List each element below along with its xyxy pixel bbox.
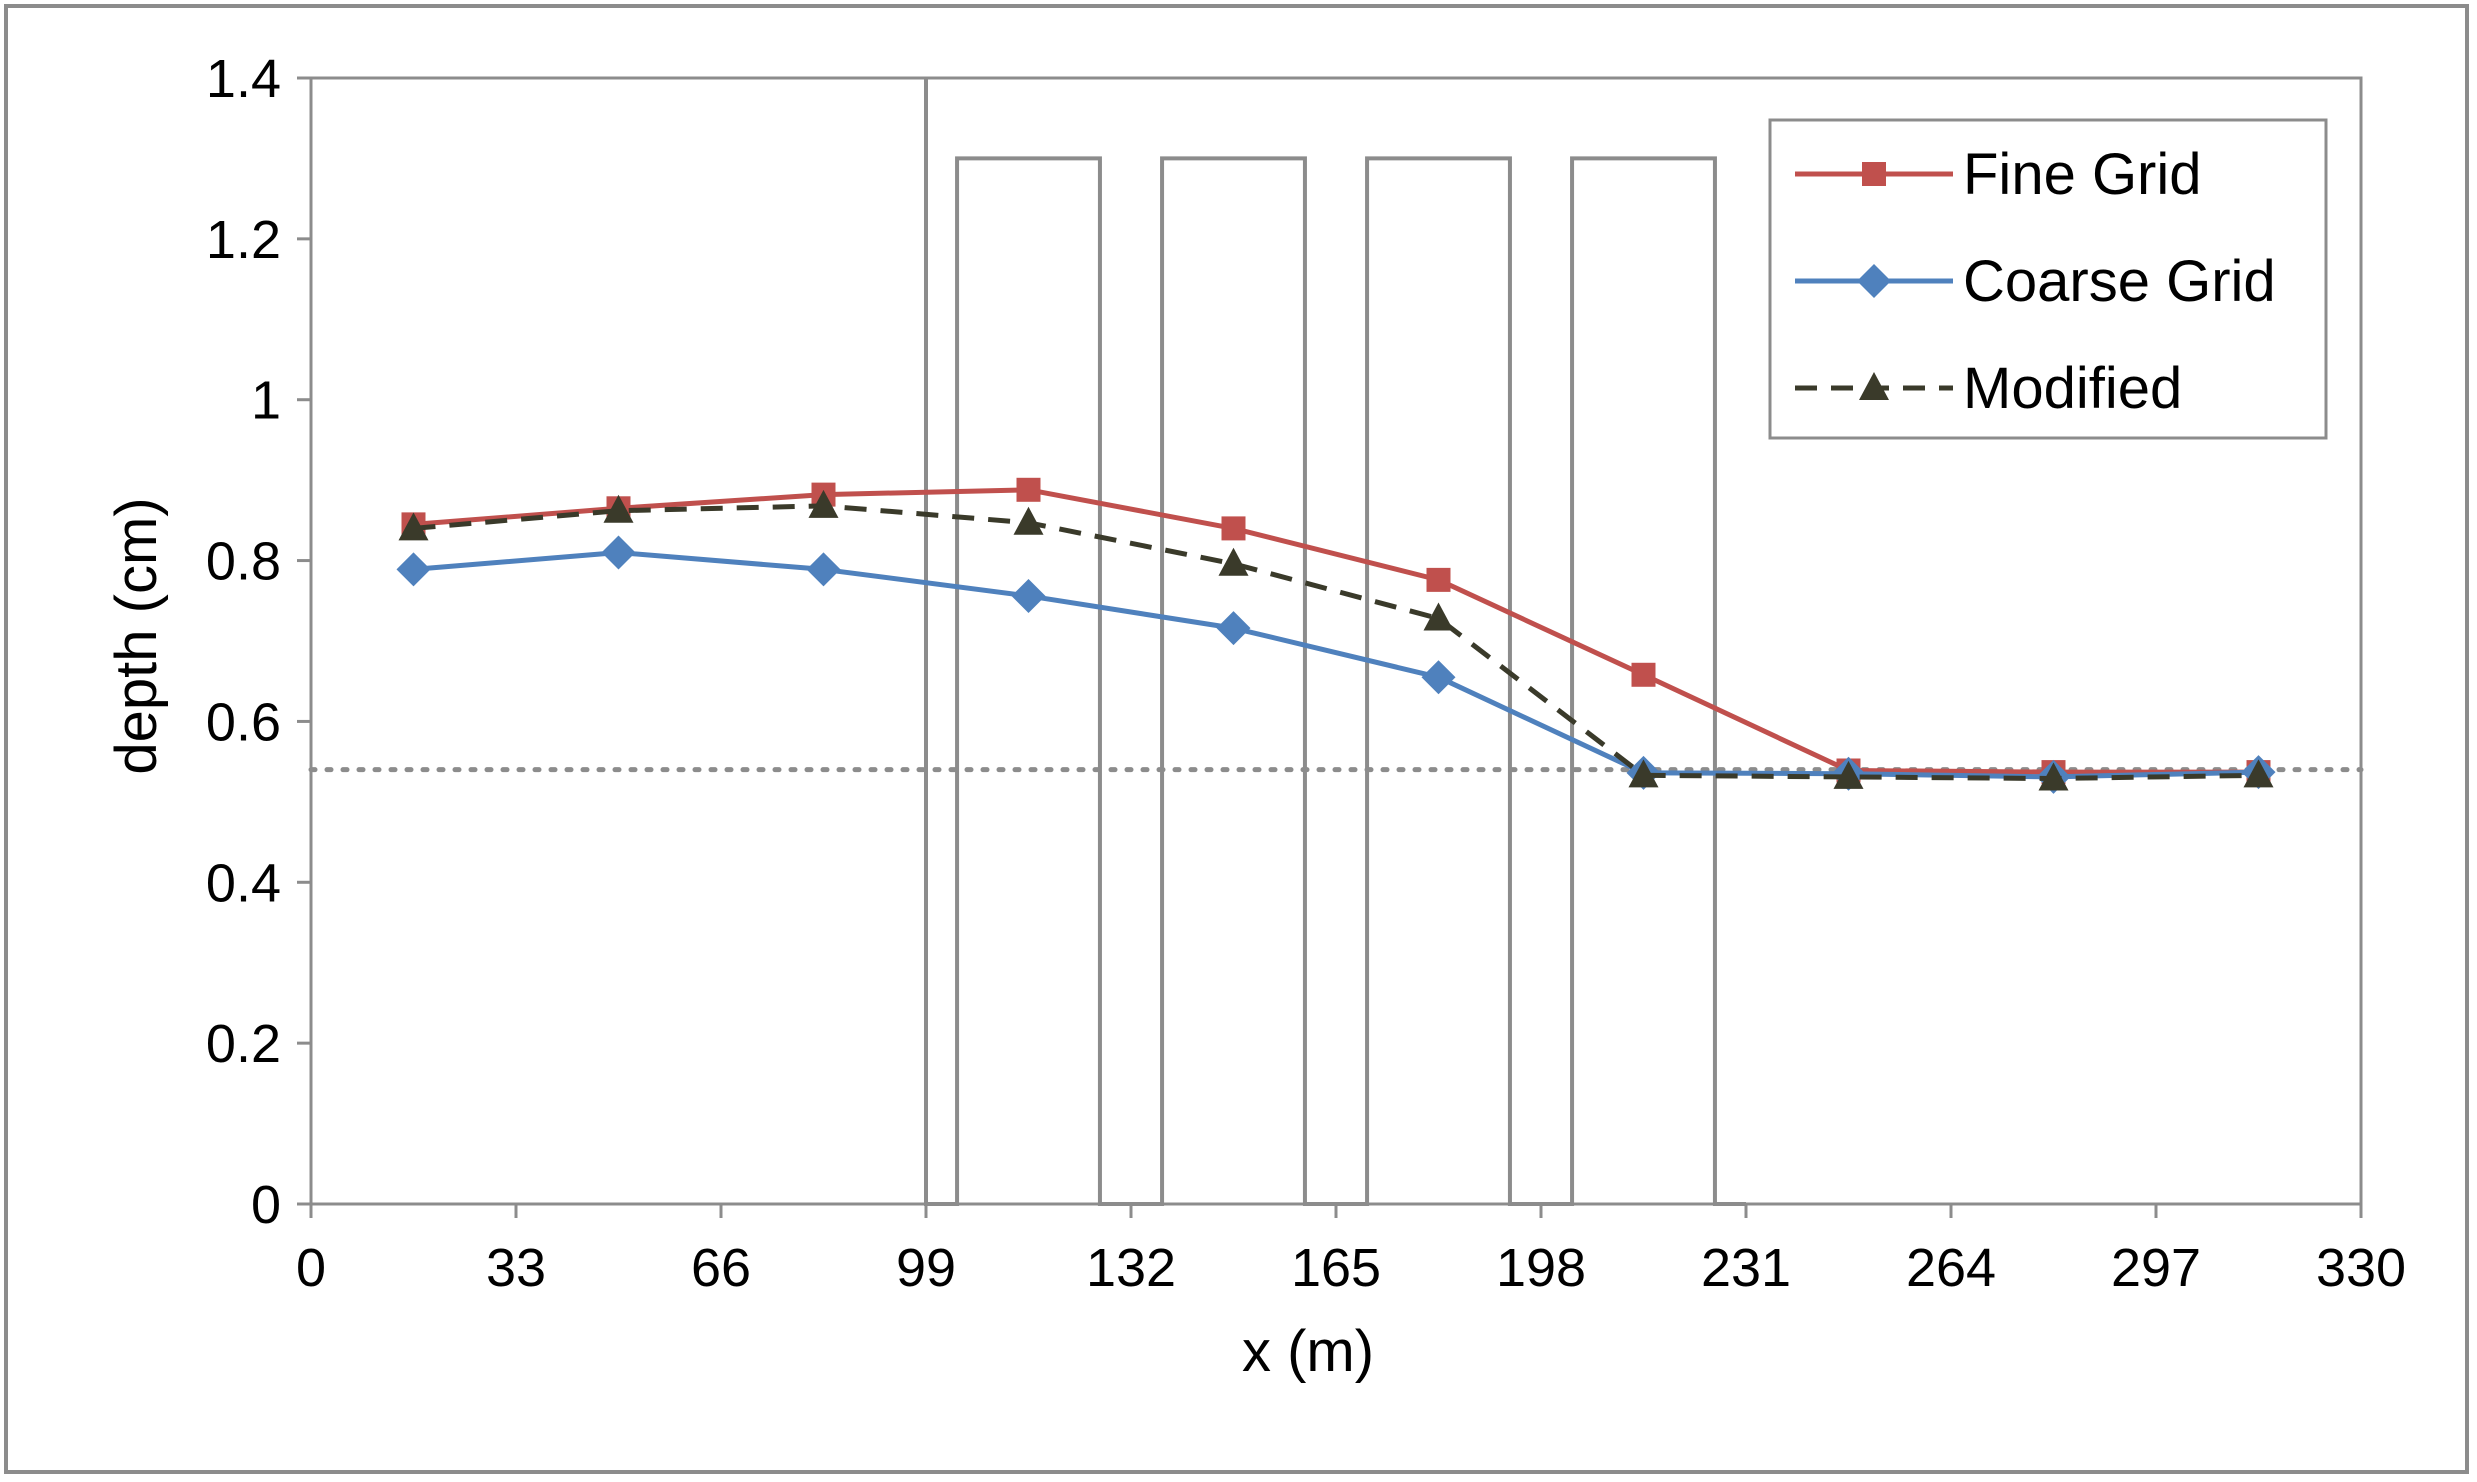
legend-entry-coarse-grid: Coarse Grid	[1795, 249, 2276, 314]
point-coarse-grid	[601, 535, 636, 570]
point-coarse-grid	[1216, 611, 1251, 646]
point-coarse-grid	[1421, 660, 1456, 695]
y-tick-label: 1.2	[206, 210, 281, 270]
x-tick-label: 231	[1701, 1238, 1791, 1298]
x-tick-label: 99	[896, 1238, 956, 1298]
point-modified	[1013, 506, 1044, 535]
y-tick-label: 0	[251, 1175, 281, 1235]
series-coarse-grid	[396, 535, 2276, 794]
x-tick-label: 66	[691, 1238, 751, 1298]
x-axis-title: x (m)	[1242, 1319, 1374, 1384]
x-tick-label: 132	[1086, 1238, 1176, 1298]
y-tick-label: 1	[251, 371, 281, 431]
point-fine-grid	[1426, 567, 1451, 592]
y-tick-label: 1.4	[206, 49, 281, 109]
series-modified	[398, 489, 2274, 791]
legend: Fine Grid Coarse Grid Modified	[1768, 118, 2328, 440]
point-modified	[398, 512, 429, 541]
x-tick-label: 33	[486, 1238, 546, 1298]
legend-marker-modified	[1859, 372, 1889, 400]
legend-label-fine-grid: Fine Grid	[1963, 142, 2202, 207]
x-tick-label: 297	[2111, 1238, 2201, 1298]
legend-label-coarse-grid: Coarse Grid	[1963, 249, 2276, 314]
x-tick-label: 264	[1906, 1238, 1996, 1298]
legend-entry-fine-grid: Fine Grid	[1795, 142, 2202, 207]
point-coarse-grid	[1011, 578, 1046, 613]
legend-marker-coarse-grid	[1857, 264, 1891, 298]
point-coarse-grid	[396, 552, 431, 587]
point-modified	[2038, 762, 2069, 791]
y-axis-title: depth (cm)	[104, 497, 169, 774]
axis-layer: 0 0.2 0.4 0.6 0.8 1 1.2 1.4 0 33 66 99 132 165 198 231 2…	[206, 49, 2406, 1298]
chart-frame: 0 0.2 0.4 0.6 0.8 1 1.2 1.4 0 33 66 99 132 165 198 231 2…	[4, 4, 2469, 1474]
point-modified	[808, 489, 839, 518]
y-tick-label: 0.6	[206, 692, 281, 752]
series-line-modified	[413, 503, 2259, 782]
x-tick-label: 0	[296, 1238, 326, 1298]
y-tick-label: 0.4	[206, 853, 281, 913]
series-line-fine-grid	[413, 487, 2259, 775]
x-tick-label: 330	[2316, 1238, 2406, 1298]
x-tick-label: 165	[1291, 1238, 1381, 1298]
line-chart: 0 0.2 0.4 0.6 0.8 1 1.2 1.4 0 33 66 99 132 165 198 231 2…	[104, 49, 2406, 1384]
y-tick-label: 0.8	[206, 532, 281, 592]
point-modified	[603, 494, 634, 523]
x-tick-label: 198	[1496, 1238, 1586, 1298]
point-fine-grid	[1631, 662, 1656, 687]
bar-profile-line	[924, 78, 1746, 1206]
point-modified	[1833, 760, 1864, 789]
point-coarse-grid	[806, 552, 841, 587]
point-fine-grid	[1221, 516, 1246, 541]
point-modified	[2243, 759, 2274, 788]
bar-profile-layer	[924, 78, 1746, 1206]
point-modified	[1628, 759, 1659, 788]
series-line-coarse-grid	[413, 550, 2259, 780]
legend-entry-modified: Modified	[1795, 356, 2182, 421]
point-modified	[1423, 602, 1454, 631]
series-fine-grid	[401, 477, 2271, 785]
series-layer	[396, 477, 2276, 794]
point-modified	[1218, 547, 1249, 576]
legend-label-modified: Modified	[1963, 356, 2182, 421]
y-tick-label: 0.2	[206, 1014, 281, 1074]
point-fine-grid	[1016, 477, 1041, 502]
legend-marker-fine-grid	[1862, 162, 1886, 186]
